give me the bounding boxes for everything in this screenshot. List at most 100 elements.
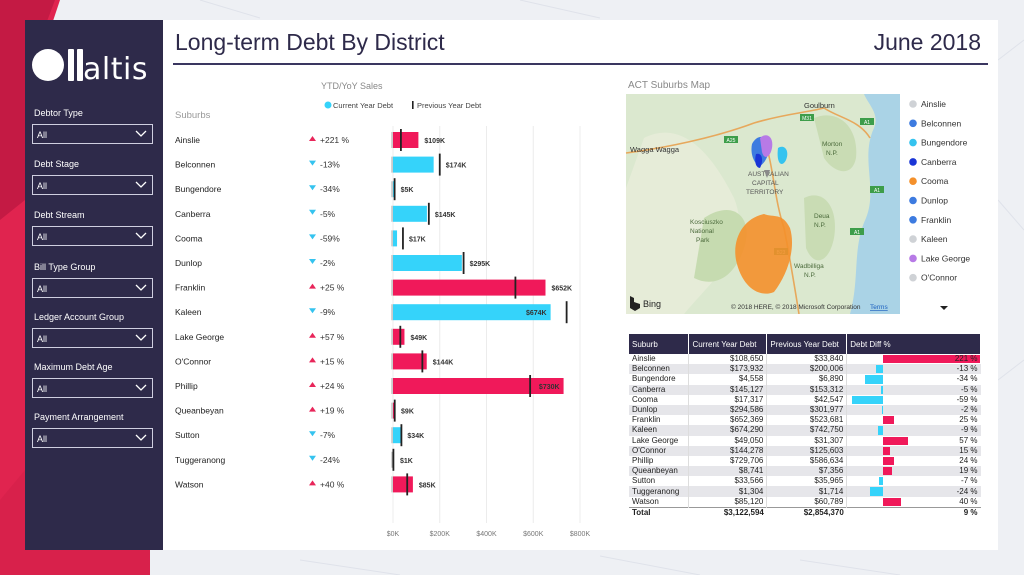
act-suburbs-map-panel[interactable]: ACT Suburbs Map Goulburn Wagga Wagga AUSTR… [624,78,986,315]
filter-dropdown[interactable]: All [32,428,153,448]
table-row[interactable]: Phillip $729,706 $586,634 24 % [629,455,981,467]
previous-year-marker[interactable] [565,301,568,324]
column-header[interactable]: Debt Diff % [846,334,981,354]
region-bungendore[interactable] [777,146,788,164]
previous-year-marker[interactable] [399,325,402,348]
column-header[interactable]: Current Year Debt [688,334,768,354]
current-year-bar[interactable] [393,230,398,247]
previous-year-marker[interactable] [438,153,441,176]
column-header[interactable]: Suburb [629,334,690,354]
chart-legend: Current Year Debt Previous Year Debt [324,101,482,110]
current-year-bar[interactable] [393,156,434,173]
table-row[interactable]: Bungendore $4,558 $6,890 -34 % [629,374,981,385]
suburbs-map[interactable]: Goulburn Wagga Wagga AUSTRALIAN CAPITAL TERR… [624,78,986,315]
previous-year-marker[interactable] [393,178,396,201]
previous-year-marker[interactable] [400,129,402,151]
table-row[interactable]: Cooma $17,317 $42,547 -59 % [629,394,981,405]
previous-year-marker[interactable] [393,399,396,422]
current-year-bar[interactable] [393,181,395,198]
table-row[interactable]: Belconnen $173,932 $200,006 -13 % [629,364,981,375]
current-year-bar[interactable] [393,205,427,222]
previous-year-marker[interactable] [402,227,404,250]
table-cell-suburb: Phillip [629,455,690,467]
down-arrow-icon [309,209,316,215]
table-cell-current: $85,120 [688,496,768,508]
variance-label: +57 % [320,332,345,342]
table-cell-current: $674,290 [688,425,768,436]
diff-value: 25 % [959,415,978,425]
map-place-label: Wagga Wagga [630,145,680,154]
filter-dropdown[interactable]: All [32,124,153,144]
previous-year-marker[interactable] [529,375,532,397]
current-year-bar[interactable] [393,132,419,148]
debt-bar-chart[interactable]: YTD/YoY Sales Current Year Debt Previous Y… [171,78,609,545]
map-terms-link[interactable]: Terms [870,304,888,311]
filter-dropdown[interactable]: All [32,278,153,298]
current-year-bar[interactable] [393,304,551,321]
current-year-bar[interactable] [393,378,564,394]
table-row[interactable]: Watson $85,120 $60,789 40 % [629,496,981,508]
table-cell-current: $1,304 [688,486,768,497]
previous-year-marker[interactable] [514,276,517,299]
filter-dropdown[interactable]: All [32,226,153,246]
filter-dropdown[interactable]: All [32,175,153,195]
bar-data-label: $34K [407,433,424,440]
table-row[interactable]: O'Connor $144,278 $125,603 15 % [629,445,981,456]
previous-year-marker[interactable] [427,202,430,225]
region-cooma[interactable] [735,214,793,294]
table-cell-suburb: Queanbeyan [629,466,690,477]
region-lake-george[interactable] [760,135,773,157]
table-cell-current: $17,317 [688,394,768,405]
table-cell-diff: -59 % [847,395,981,405]
table-cell-suburb: Franklin [629,415,690,426]
table-row[interactable]: Canberra $145,127 $153,312 -5 % [629,384,981,395]
table-row[interactable]: Tuggeranong $1,304 $1,714 -24 % [629,486,981,497]
diff-databar [851,395,884,404]
table-row[interactable]: Queanbeyan $8,741 $7,356 19 % [629,466,981,477]
table-row[interactable]: Franklin $652,369 $523,681 25 % [629,415,981,426]
current-year-bar[interactable] [393,353,427,370]
diff-value: -2 % [961,405,978,415]
table-cell-diff: 19 % [847,466,981,476]
legend-dot [909,196,917,205]
ocean [850,94,900,314]
previous-year-marker[interactable] [421,350,424,373]
table-row[interactable]: Lake George $49,050 $31,307 57 % [629,435,981,446]
deua-park-area [804,195,835,261]
map-legend-label: Canberra [921,157,957,167]
chevron-down-icon [135,384,147,391]
previous-year-marker[interactable] [400,424,403,447]
debt-table-panel[interactable]: Suburb Current Year Debt Previous Year Deb… [624,330,986,545]
suburb-label: Franklin [175,283,206,293]
table-row[interactable]: Dunlop $294,586 $301,977 -2 % [629,404,981,416]
previous-year-marker[interactable] [462,252,465,274]
rows-header: Suburbs [175,110,211,121]
total-cell-suburb: Total [629,506,689,519]
previous-year-marker[interactable] [406,473,409,496]
current-year-bar[interactable] [393,427,401,444]
map-park-label: Morton [822,141,843,148]
debt-by-suburb-chart-panel[interactable]: YTD/YoY Sales Current Year Debt Previous Y… [171,78,609,545]
current-year-bar[interactable] [393,328,405,345]
column-header[interactable]: Previous Year Debt [766,334,848,354]
current-year-bar[interactable] [393,279,546,296]
down-arrow-icon [309,455,316,461]
current-year-bar[interactable] [393,255,462,271]
road-shield-label: A25 [727,138,736,144]
current-year-bar[interactable] [393,476,413,493]
region-canberra[interactable] [755,153,763,168]
table-row[interactable]: Ainslie $108,650 $33,840 221 % [629,354,981,365]
chevron-down-icon [135,434,147,441]
diff-value: 221 % [954,354,978,364]
diff-databar [883,355,981,364]
table-row[interactable]: Sutton $33,566 $35,965 -7 % [629,476,981,487]
legend-scroll-down-icon[interactable] [940,306,948,310]
filter-label: Debtor Type [34,108,83,118]
filter-dropdown[interactable]: All [32,378,153,398]
previous-year-marker[interactable] [392,448,395,471]
table-cell-diff: 25 % [847,415,981,425]
filter-value: All [37,334,48,344]
table-row[interactable]: Kaleen $674,290 $742,750 -9 % [629,425,981,436]
map-park-label: Park [696,237,710,244]
filter-dropdown[interactable]: All [32,328,153,348]
